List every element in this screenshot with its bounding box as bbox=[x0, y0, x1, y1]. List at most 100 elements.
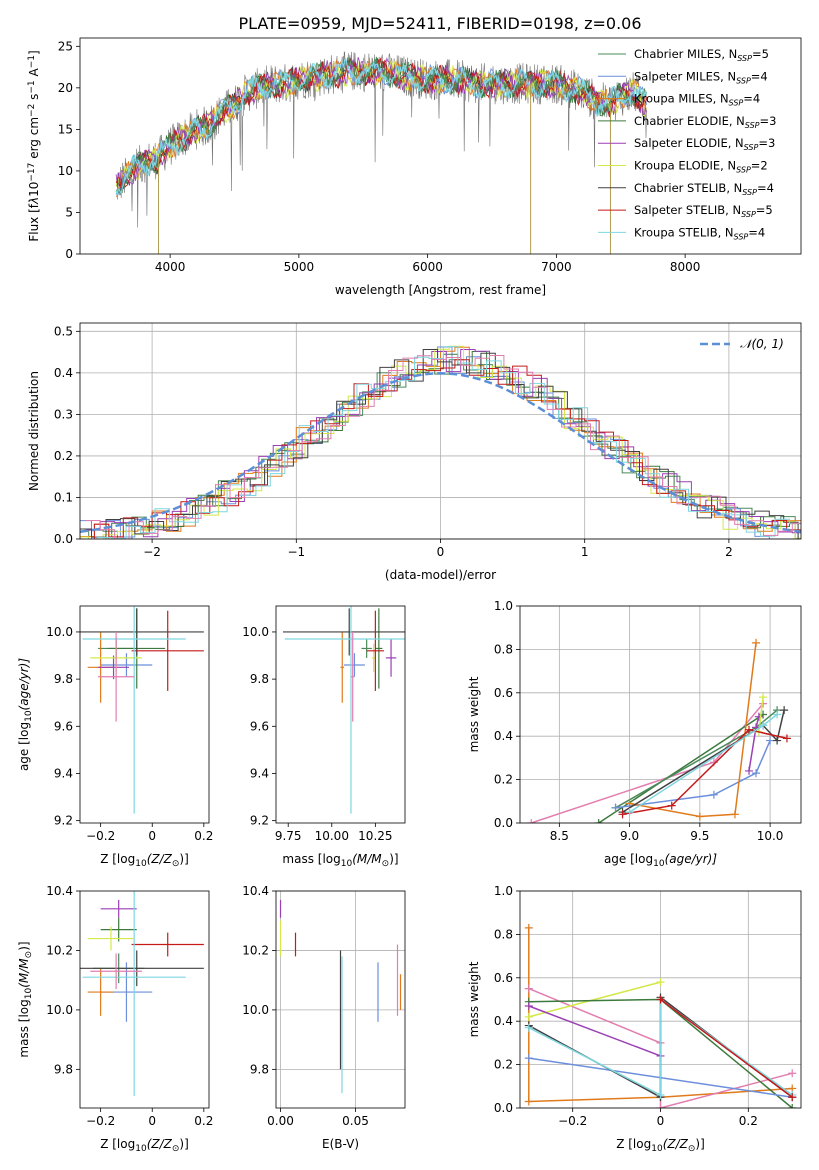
residuals-normal-curve bbox=[80, 372, 801, 533]
legend-label-kroupa_elodie: Kroupa ELODIE, NSSP=2 bbox=[634, 159, 768, 175]
weight_vs_age-marker-salpeter_stelib bbox=[667, 801, 676, 810]
weight_vs_age-series bbox=[527, 638, 791, 823]
age_vs_Z-ytick-label: 10.0 bbox=[46, 625, 73, 639]
age_vs_Z-ytick-label: 9.8 bbox=[54, 672, 73, 686]
weight_vs_Z-marker-salpeter_stelib bbox=[656, 995, 665, 1004]
spectrum-lines bbox=[115, 51, 648, 254]
weight_vs_age-line-salpeter_elodie bbox=[748, 716, 760, 772]
age_vs_mass-points bbox=[282, 606, 405, 814]
spectrum-xtick-label: 6000 bbox=[412, 260, 443, 274]
weight_vs_Z-ytick-label: 0.0 bbox=[494, 1101, 513, 1115]
weight_vs_Z-line-kroupa_stelib bbox=[528, 998, 793, 1097]
residuals-hist-kroupa_stelib bbox=[82, 346, 801, 539]
residuals-frame bbox=[79, 322, 802, 540]
spectrum-x-label: wavelength [Angstrom, rest frame] bbox=[335, 283, 546, 297]
spectrum-xtick-label: 7000 bbox=[541, 260, 572, 274]
weight_vs_Z-marker-kroupa_stelib bbox=[524, 1023, 533, 1032]
residuals-hist-pink bbox=[85, 355, 801, 539]
weight_vs_age-line-pink bbox=[530, 703, 764, 823]
mass_vs_Z-xtick-label: 0 bbox=[148, 1114, 156, 1128]
residuals-xtick-label: 2 bbox=[725, 545, 733, 559]
age_vs_mass-x-label: mass [log10(M/M⊙)] bbox=[282, 852, 398, 869]
mass_vs_Z-ytick-label: 9.8 bbox=[54, 1062, 73, 1076]
spectrum-model-line-kroupa_miles bbox=[115, 57, 647, 198]
weight_vs_Z-marker-pink bbox=[524, 984, 533, 993]
weight_vs_age-marker-salpeter_stelib bbox=[618, 810, 627, 819]
weight_vs_Z-ytick-label: 0.2 bbox=[494, 1058, 513, 1072]
weight_vs_age-marker-salpeter_miles bbox=[766, 736, 775, 745]
age_vs_Z-axes: −0.2 0 0.2 9.2 9.4 9.6 9.8 10.0 bbox=[46, 625, 213, 843]
legend-label-kroupa_miles: Kroupa MILES, NSSP=4 bbox=[634, 92, 760, 108]
mass_vs_Z-xtick-label: −0.2 bbox=[86, 1114, 115, 1128]
age_vs_mass-frame bbox=[275, 605, 406, 824]
weight_vs_age-xtick-label: 9.5 bbox=[690, 829, 709, 843]
weight_vs_Z-xtick-label: −0.2 bbox=[558, 1114, 587, 1128]
legend-label-chabrier_elodie: Chabrier ELODIE, NSSP=3 bbox=[634, 114, 776, 130]
weight_vs_Z-marker-kroupa_elodie bbox=[656, 978, 665, 987]
weight_vs_age-y-label: mass weight bbox=[467, 676, 481, 752]
mass_vs_EBV-ytick-label: 9.8 bbox=[250, 1062, 269, 1076]
weight_vs_age-marker-salpeter_miles bbox=[752, 769, 761, 778]
mass_vs_Z-points bbox=[80, 891, 204, 1097]
weight_vs_Z-ytick-label: 0.8 bbox=[494, 927, 513, 941]
spectrum-ytick-label: 0 bbox=[65, 247, 73, 261]
weight_vs_age-line-kroupa_stelib bbox=[629, 713, 778, 813]
weight_vs_Z-marker-salpeter_stelib bbox=[788, 1093, 797, 1102]
weight_vs_Z-series bbox=[524, 923, 797, 1108]
legend-label-chabrier_stelib: Chabrier STELIB, NSSP=4 bbox=[634, 181, 774, 197]
residuals-axes: −2 −1 0 1 2 0.0 0.1 0.2 0.3 0.4 0.5 bbox=[54, 323, 801, 559]
weight_vs_age-line-chabrier_stelib bbox=[622, 710, 785, 813]
weight_vs_age-marker-salpeter_stelib bbox=[745, 725, 754, 734]
weight_vs_age-ytick-label: 0.0 bbox=[494, 816, 513, 830]
residuals-hist-salpeter_elodie bbox=[85, 349, 801, 538]
weight_vs_age-marker-salpeter_stelib bbox=[782, 734, 791, 743]
spectrum-ytick-label: 25 bbox=[58, 39, 73, 53]
mass_vs_Z-ytick-label: 10.0 bbox=[46, 1003, 73, 1017]
age_vs_mass-ytick-label: 9.8 bbox=[250, 672, 269, 686]
mass_vs_EBV-frame bbox=[275, 890, 406, 1109]
residuals-hist-chabrier_miles bbox=[80, 359, 801, 539]
spectrum-model-line-chabrier_miles bbox=[115, 57, 647, 195]
weight_vs_Z-y-label: mass weight bbox=[467, 961, 481, 1037]
weight_vs_age-ytick-label: 0.4 bbox=[494, 729, 513, 743]
age_vs_Z-ytick-label: 9.2 bbox=[54, 814, 73, 828]
weight_vs_Z-marker-salpeter_elodie bbox=[524, 1002, 533, 1011]
spectrum-ytick-label: 10 bbox=[58, 164, 73, 178]
weight_vs_age-marker-kroupa_elodie bbox=[759, 693, 768, 702]
weight_vs_age-line-chabrier_elodie bbox=[598, 713, 764, 823]
weight_vs_Z-marker-salpeter_miles bbox=[524, 1054, 533, 1063]
mass_vs_EBV-xtick-label: 0.00 bbox=[267, 1114, 294, 1128]
mass_vs_EBV-axes: 0.00 0.05 9.8 10.0 10.2 10.4 bbox=[242, 884, 405, 1128]
residuals-xtick-label: −2 bbox=[143, 545, 161, 559]
weight_vs_age-marker-kroupa_stelib bbox=[625, 808, 634, 817]
mass_vs_EBV-ytick-label: 10.2 bbox=[242, 943, 269, 957]
age_vs_Z-ytick-label: 9.6 bbox=[54, 719, 73, 733]
age_vs_Z-xtick-label: 0 bbox=[148, 829, 156, 843]
weight_vs_Z-ytick-label: 0.6 bbox=[494, 971, 513, 985]
spectrum-ytick-label: 15 bbox=[58, 122, 73, 136]
weight_vs_Z-ytick-label: 0.4 bbox=[494, 1014, 513, 1028]
weight_vs_Z-line-salpeter_elodie bbox=[528, 1005, 661, 1057]
mass_vs_Z-axes: −0.2 0 0.2 9.8 10.0 10.2 10.4 bbox=[46, 884, 213, 1128]
weight_vs_age-marker-kroupa_stelib bbox=[773, 710, 782, 719]
weight_vs_age-marker-chabrier_stelib bbox=[773, 736, 782, 745]
legend-label-salpeter_miles: Salpeter MILES, NSSP=4 bbox=[634, 69, 768, 85]
age_vs_mass-xtick-label: 9.75 bbox=[275, 829, 302, 843]
age_vs_mass-ytick-label: 9.2 bbox=[250, 814, 269, 828]
spectrum-axes: 4000 5000 6000 7000 8000 0 5 10 15 20 25 bbox=[58, 39, 701, 274]
weight_vs_age-marker-pink bbox=[527, 819, 536, 823]
weight_vs_age-frame bbox=[519, 605, 802, 824]
mass_vs_Z-y-label: mass [log10(M/M⊙)] bbox=[17, 941, 34, 1057]
weight_vs_age-ytick-label: 0.2 bbox=[494, 773, 513, 787]
mass_vs_EBV-x-label: E(B-V) bbox=[322, 1137, 359, 1151]
weight_vs_age-line-salpeter_stelib bbox=[622, 728, 788, 816]
weight_vs_Z-x-label: Z [log10(Z/Z⊙)] bbox=[616, 1137, 705, 1154]
weight_vs_Z-marker-kroupa_miles bbox=[524, 1097, 533, 1106]
residuals-y-label: Normed distribution bbox=[27, 371, 41, 491]
weight_vs_age-marker-kroupa_miles bbox=[695, 812, 704, 821]
age_vs_Z-xtick-label: 0.2 bbox=[194, 829, 213, 843]
age_vs_Z-xtick-label: −0.2 bbox=[86, 829, 115, 843]
weight_vs_Z-xtick-label: 0.2 bbox=[739, 1114, 758, 1128]
weight_vs_age-marker-chabrier_elodie bbox=[594, 819, 603, 823]
residuals-xtick-label: 0 bbox=[437, 545, 445, 559]
